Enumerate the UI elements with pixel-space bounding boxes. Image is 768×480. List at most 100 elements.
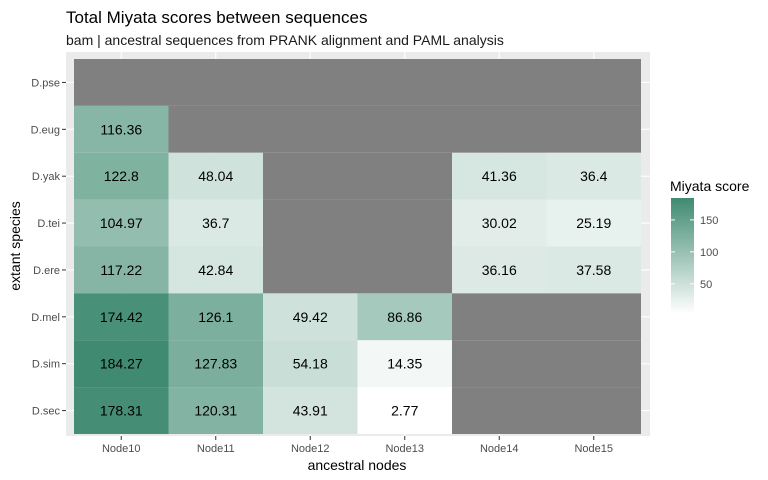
cell-value-label: 14.35	[387, 356, 422, 372]
heatmap-cell-D.mel-Node11	[168, 293, 263, 341]
cell-value-label: 49.42	[293, 309, 328, 325]
heatmap-cell-D.ere-Node13	[357, 246, 452, 294]
legend: Miyata score 50 100 150	[670, 178, 750, 314]
cell-value-label: 25.19	[576, 215, 611, 231]
x-tick-label: Node10	[102, 443, 141, 455]
heatmap-cell-D.eug-Node12	[263, 105, 358, 153]
heatmap-cell-D.sec-Node11	[168, 387, 263, 434]
legend-tick-label: 100	[700, 247, 718, 259]
cell-value-label: 30.02	[482, 215, 517, 231]
cell-value-label: 86.86	[387, 309, 422, 325]
y-tick-label: D.mel	[31, 312, 60, 324]
heatmap-cell-D.tei-Node15	[546, 199, 641, 247]
heatmap-cell-D.yak-Node14	[452, 152, 547, 200]
cell-value-label: 37.58	[576, 262, 611, 278]
x-axis-ticks: Node10 Node11 Node12 Node13 Node14 Node15	[102, 436, 613, 455]
heatmap-cell-D.sim-Node13	[357, 340, 452, 388]
heatmap-cell-D.pse-Node12	[263, 59, 358, 106]
heatmap-cell-D.tei-Node12	[263, 199, 358, 247]
y-tick-label: D.sec	[32, 406, 61, 418]
heatmap-cell-D.eug-Node13	[357, 105, 452, 153]
heatmap-cell-D.yak-Node13	[357, 152, 452, 200]
y-tick-label: D.eug	[31, 124, 60, 136]
heatmap-cell-D.pse-Node13	[357, 59, 452, 106]
legend-tick-label: 150	[700, 215, 718, 227]
cell-value-label: 54.18	[293, 356, 328, 372]
cell-value-label: 120.31	[194, 403, 237, 419]
heatmap-cell-D.ere-Node12	[263, 246, 358, 294]
legend-tick-label: 50	[700, 279, 712, 291]
chart-subtitle: bam | ancestral sequences from PRANK ali…	[66, 32, 504, 48]
heatmap-cell-D.sec-Node14	[452, 387, 547, 434]
heatmap-cell-D.yak-Node12	[263, 152, 358, 200]
heatmap-cell-D.pse-Node11	[168, 59, 263, 106]
heatmap-cell-D.sec-Node13	[357, 387, 452, 434]
y-axis-ticks: D.pse D.eug D.yak D.tei D.ere D.mel D.sim D.sec	[31, 77, 66, 418]
y-tick-label: D.tei	[37, 218, 60, 230]
heatmap-cell-D.mel-Node14	[452, 293, 547, 341]
cell-value-label: 36.4	[580, 168, 607, 184]
heatmap-cell-D.sim-Node12	[263, 340, 358, 388]
heatmap-cell-D.tei-Node14	[452, 199, 547, 247]
heatmap-cell-D.pse-Node15	[546, 59, 641, 106]
cell-value-label: 122.8	[104, 168, 139, 184]
x-tick-label: Node13	[385, 443, 424, 455]
x-axis-title: ancestral nodes	[308, 457, 407, 473]
heatmap-cell-D.tei-Node13	[357, 199, 452, 247]
cell-value-label: 117.22	[100, 262, 142, 278]
cell-value-label: 36.16	[482, 262, 517, 278]
y-tick-label: D.ere	[33, 265, 60, 277]
heatmap-cell-D.mel-Node10	[74, 293, 169, 341]
heatmap-cell-D.sec-Node10	[74, 387, 169, 434]
heatmap-cell-D.eug-Node15	[546, 105, 641, 153]
heatmap-cell-D.pse-Node10	[74, 59, 169, 106]
cell-value-label: 2.77	[391, 403, 418, 419]
heatmap-cells: 116.36 122.8 48.04 41.36 36.4 104.97 36.7 30.02…	[74, 59, 641, 434]
heatmap-cell-D.pse-Node14	[452, 59, 547, 106]
heatmap-cell-D.mel-Node13	[357, 293, 452, 341]
heatmap-cell-D.yak-Node10	[74, 152, 169, 200]
cell-value-label: 174.42	[100, 309, 143, 325]
cell-value-label: 41.36	[482, 168, 517, 184]
cell-value-label: 126.1	[198, 309, 233, 325]
heatmap-cell-D.sim-Node15	[546, 340, 641, 388]
cell-value-label: 184.27	[100, 356, 143, 372]
x-tick-label: Node11	[197, 443, 235, 455]
cell-value-label: 42.84	[198, 262, 233, 278]
y-tick-label: D.sim	[32, 359, 60, 371]
y-tick-label: D.pse	[31, 77, 60, 89]
cell-value-label: 36.7	[202, 215, 229, 231]
heatmap-cell-D.ere-Node10	[74, 246, 169, 294]
heatmap-cell-D.yak-Node15	[546, 152, 641, 200]
heatmap-cell-D.sec-Node15	[546, 387, 641, 434]
heatmap-cell-D.ere-Node11	[168, 246, 263, 294]
cell-value-label: 43.91	[293, 403, 328, 419]
legend-ticks: 50 100 150	[671, 215, 718, 291]
cell-value-label: 116.36	[100, 121, 142, 137]
heatmap-cell-D.sec-Node12	[263, 387, 358, 434]
heatmap-cell-D.tei-Node10	[74, 199, 169, 247]
heatmap-cell-D.mel-Node12	[263, 293, 358, 341]
legend-title: Miyata score	[670, 178, 750, 194]
heatmap-cell-D.eug-Node11	[168, 105, 263, 153]
cell-value-label: 104.97	[100, 215, 143, 231]
cell-value-label: 178.31	[100, 403, 143, 419]
chart-title: Total Miyata scores between sequences	[66, 8, 367, 27]
cell-value-label: 127.83	[194, 356, 237, 372]
heatmap-cell-D.mel-Node15	[546, 293, 641, 341]
heatmap-cell-D.yak-Node11	[168, 152, 263, 200]
heatmap-cell-D.sim-Node14	[452, 340, 547, 388]
heatmap-cell-D.sim-Node11	[168, 340, 263, 388]
heatmap-cell-D.ere-Node15	[546, 246, 641, 294]
y-tick-label: D.yak	[32, 171, 61, 183]
cell-value-label: 48.04	[198, 168, 233, 184]
x-tick-label: Node15	[574, 443, 613, 455]
heatmap-cell-D.sim-Node10	[74, 340, 169, 388]
legend-colorbar	[671, 198, 694, 314]
heatmap-cell-D.ere-Node14	[452, 246, 547, 294]
heatmap-cell-D.tei-Node11	[168, 199, 263, 247]
heatmap-cell-D.eug-Node10	[74, 105, 169, 153]
y-axis-title: extant species	[7, 201, 23, 291]
x-tick-label: Node12	[291, 443, 330, 455]
